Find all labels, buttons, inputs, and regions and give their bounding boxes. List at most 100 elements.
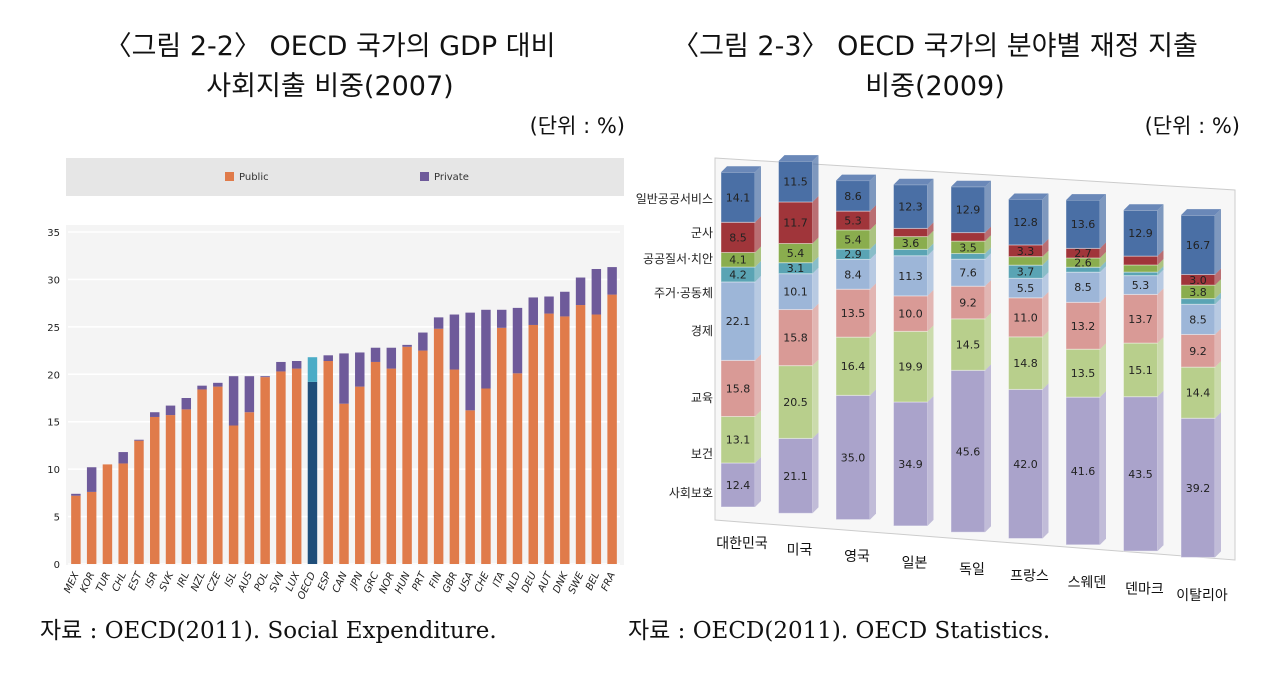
value-label: 8.4 (844, 268, 862, 281)
series-label: 사회보호 (669, 486, 713, 500)
series-label: 일반공공서비스 (636, 192, 713, 206)
value-label: 12.9 (956, 204, 981, 217)
bar-side (870, 205, 876, 230)
value-label: 5.5 (1017, 282, 1035, 295)
bar-side (1042, 383, 1049, 539)
value-label: 3.7 (1017, 266, 1035, 279)
bar-side (1100, 194, 1106, 249)
bar-segment (370, 361, 381, 564)
value-label: 12.9 (1128, 227, 1153, 240)
value-label: 13.2 (1071, 320, 1096, 333)
bar-segment (1065, 348, 1101, 398)
bar-segment (228, 376, 239, 426)
bar-segment (165, 405, 176, 416)
chart-title: 비중(2009) (865, 71, 1004, 102)
bar-segment (465, 410, 475, 564)
x-tick-label: 대한민국 (716, 536, 768, 552)
bar-segment (449, 314, 460, 370)
value-label: 11.7 (783, 217, 808, 230)
bar-segment (276, 361, 286, 372)
bar-side (755, 246, 761, 268)
bar-segment (213, 382, 223, 387)
value-label: 8.5 (1189, 313, 1207, 326)
unit: (단위 : %) (1145, 114, 1240, 138)
bar-side (755, 275, 761, 361)
source: 자료 : OECD(2011). Social Expenditure. (40, 618, 497, 644)
bar-side (870, 223, 876, 250)
x-tick-label: 스웨덴 (1068, 575, 1107, 591)
bar-side (755, 456, 761, 507)
value-label: 3.5 (959, 241, 977, 254)
value-label: 5.3 (844, 215, 862, 228)
bar-segment (134, 440, 144, 564)
bar-side (1100, 391, 1106, 545)
bar-side (1100, 343, 1106, 398)
bar-segment (720, 462, 756, 508)
bar-segment (1180, 417, 1216, 558)
bar-top (778, 155, 819, 162)
unit: (단위 : %) (530, 114, 625, 138)
value-label: 15.8 (783, 332, 808, 345)
bar-side (812, 432, 819, 514)
value-label: 15.1 (1128, 364, 1153, 377)
bar-segment (71, 493, 81, 496)
bar-side (1157, 288, 1164, 344)
bar-top (1181, 209, 1221, 216)
bar-segment (118, 463, 128, 564)
bar-top (951, 180, 991, 187)
value-label: 22.1 (726, 315, 751, 328)
x-tick-label: GBR (441, 571, 460, 595)
bar-segment (1180, 214, 1216, 275)
bar-segment (86, 467, 97, 492)
bar-segment (528, 324, 538, 564)
bar-side (1157, 250, 1164, 265)
bar-side (985, 364, 991, 533)
bar-segment (1008, 256, 1043, 266)
value-label: 14.5 (956, 339, 981, 352)
bar-segment (575, 305, 586, 564)
bar-side (812, 359, 819, 439)
legend-swatch (225, 172, 234, 181)
x-tick-label: 일본 (902, 556, 928, 572)
bar-segment (150, 412, 160, 417)
value-label: 20.5 (783, 396, 808, 409)
series-label: 공공질서·치안 (643, 252, 713, 266)
bar-side (927, 396, 934, 526)
value-label: 8.5 (1074, 281, 1092, 294)
bar-side (1157, 390, 1164, 552)
bar-segment (197, 385, 207, 390)
value-label: 13.1 (726, 434, 751, 447)
bar-side (870, 283, 876, 338)
legend-label: Public (239, 172, 269, 183)
bar-side (870, 243, 876, 260)
bar-side (927, 230, 934, 250)
x-tick-label: PRT (411, 570, 429, 593)
value-label: 3.3 (1017, 245, 1035, 258)
bar-side (812, 256, 819, 274)
bar-side (927, 178, 934, 229)
value-label: 12.3 (898, 201, 923, 214)
bar-segment (544, 296, 554, 314)
bar-segment (197, 389, 207, 564)
bar-segment (481, 309, 491, 389)
x-tick-label: 영국 (844, 549, 870, 565)
bar-side (985, 247, 991, 260)
value-label: 12.8 (1013, 216, 1038, 229)
bar-segment (893, 248, 928, 257)
bar-segment (260, 376, 270, 378)
bar-segment (134, 439, 144, 441)
bar-side (927, 249, 934, 296)
chart-title: 〈그림 2-2〉 OECD 국가의 GDP 대비 (105, 31, 556, 62)
x-tick-label: FRA (600, 570, 618, 593)
value-label: 9.2 (1189, 345, 1207, 358)
bar-side (755, 216, 761, 253)
bar-segment (835, 288, 871, 338)
bar-side (927, 222, 934, 237)
bar-side (985, 253, 991, 287)
value-label: 3.0 (1189, 274, 1207, 287)
x-tick-label: 독일 (959, 562, 985, 578)
bar-side (812, 195, 819, 244)
bar-side (1100, 251, 1106, 268)
bar-side (1215, 361, 1221, 419)
bar-segment (291, 361, 302, 369)
